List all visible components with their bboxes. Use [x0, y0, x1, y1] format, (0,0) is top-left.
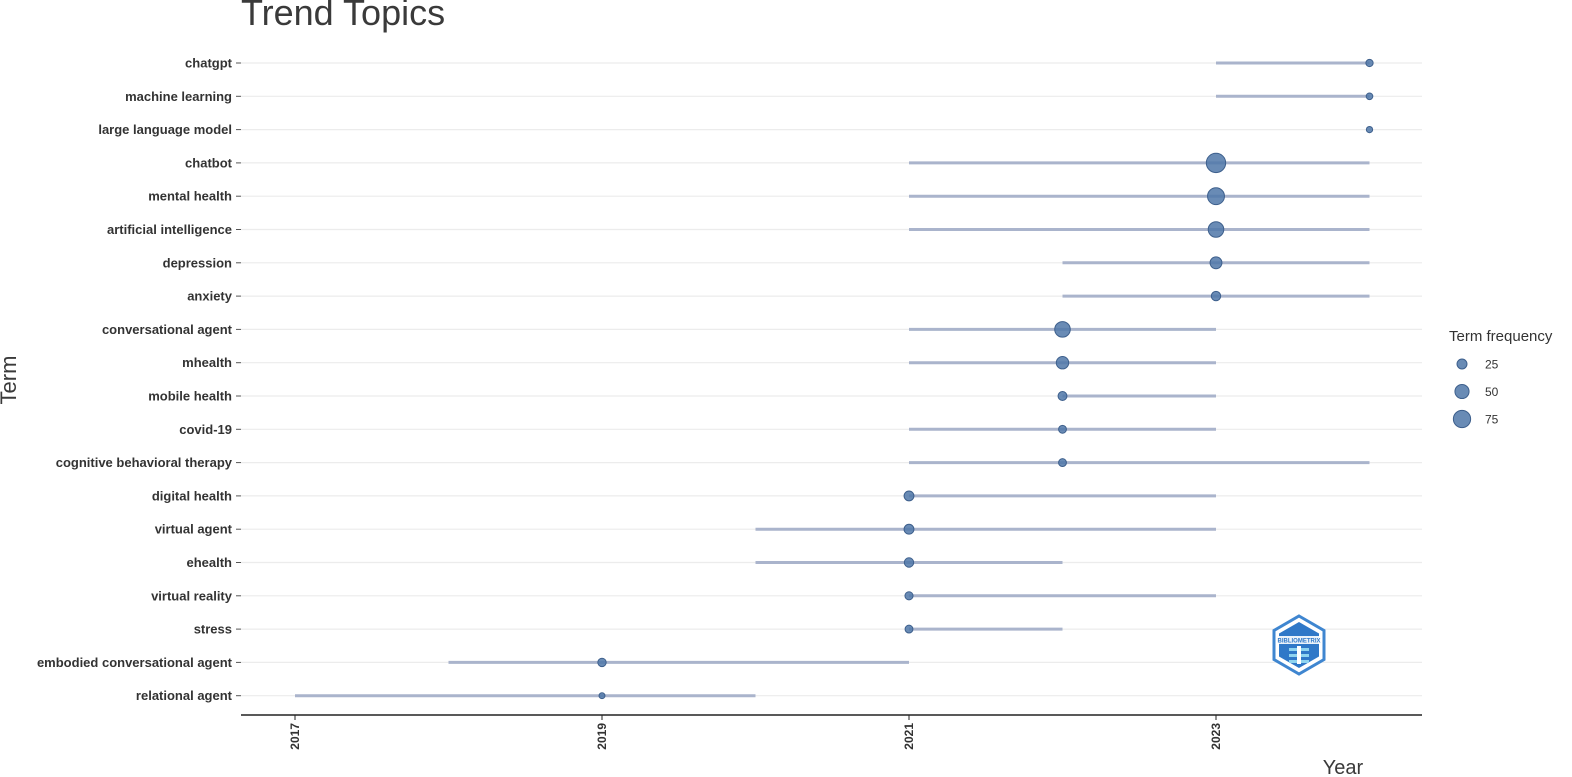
- y-axis-title: Term: [0, 356, 21, 405]
- term-point: [1365, 58, 1374, 68]
- term-point: [1205, 152, 1227, 174]
- legend-point: [1456, 358, 1468, 370]
- chart-title: Trend Topics: [241, 0, 446, 33]
- data-points: [597, 58, 1374, 700]
- x-axis: 2017 2019 2021 2023: [241, 714, 1422, 750]
- term-label: stress: [194, 622, 232, 637]
- term-label: machine learning: [125, 89, 232, 104]
- term-label: mental health: [148, 189, 232, 204]
- legend-label: 75: [1485, 413, 1499, 427]
- x-tick-label: 2021: [902, 723, 916, 750]
- term-labels: chatgpt machine learning large language mo…: [37, 56, 241, 703]
- legend-label: 50: [1485, 385, 1499, 399]
- term-point: [1058, 458, 1067, 468]
- term-label: covid-19: [179, 422, 232, 437]
- term-point: [904, 591, 914, 601]
- term-point: [903, 523, 915, 535]
- term-label: chatbot: [185, 155, 233, 170]
- x-axis-title: Year: [1323, 757, 1364, 777]
- watermark-text: BIBLIOMETRIX: [1278, 639, 1321, 645]
- term-point: [597, 657, 607, 668]
- term-label: mobile health: [148, 389, 232, 404]
- term-label: mhealth: [182, 355, 232, 370]
- term-point: [1207, 221, 1225, 238]
- term-point: [598, 692, 606, 700]
- term-point: [1365, 92, 1374, 101]
- term-label: depression: [163, 255, 232, 270]
- size-legend: Term frequency 25 50 75: [1449, 328, 1553, 429]
- term-point: [1210, 290, 1222, 302]
- term-point: [1057, 391, 1068, 401]
- term-label: virtual reality: [151, 588, 233, 603]
- bibliometrix-logo: BIBLIOMETRIX: [1272, 614, 1326, 676]
- x-tick-label: 2019: [595, 723, 609, 750]
- term-point: [1207, 187, 1225, 206]
- term-point: [1058, 424, 1067, 434]
- term-label: conversational agent: [102, 322, 233, 337]
- term-label: large language model: [98, 122, 232, 137]
- term-label: virtual agent: [155, 522, 233, 537]
- term-label: anxiety: [187, 289, 233, 304]
- term-label: ehealth: [186, 555, 232, 570]
- legend-label: 25: [1485, 358, 1499, 372]
- grid-layer: [241, 62, 1422, 697]
- term-label: embodied conversational agent: [37, 655, 233, 670]
- term-point: [1365, 125, 1374, 134]
- legend-point: [1452, 409, 1472, 429]
- term-label: digital health: [152, 488, 232, 503]
- term-point: [903, 557, 915, 568]
- term-label: chatgpt: [185, 56, 233, 71]
- term-label: relational agent: [136, 688, 233, 703]
- term-point: [1055, 355, 1070, 370]
- x-tick-label: 2017: [288, 723, 302, 750]
- legend-title: Term frequency: [1449, 328, 1553, 345]
- term-label: artificial intelligence: [107, 222, 232, 237]
- term-point: [1054, 321, 1071, 338]
- x-tick-label: 2023: [1209, 723, 1223, 750]
- legend-point: [1454, 383, 1470, 400]
- term-point: [904, 624, 914, 634]
- term-point: [903, 490, 915, 502]
- term-point: [1209, 256, 1223, 270]
- term-label: cognitive behavioral therapy: [56, 455, 233, 470]
